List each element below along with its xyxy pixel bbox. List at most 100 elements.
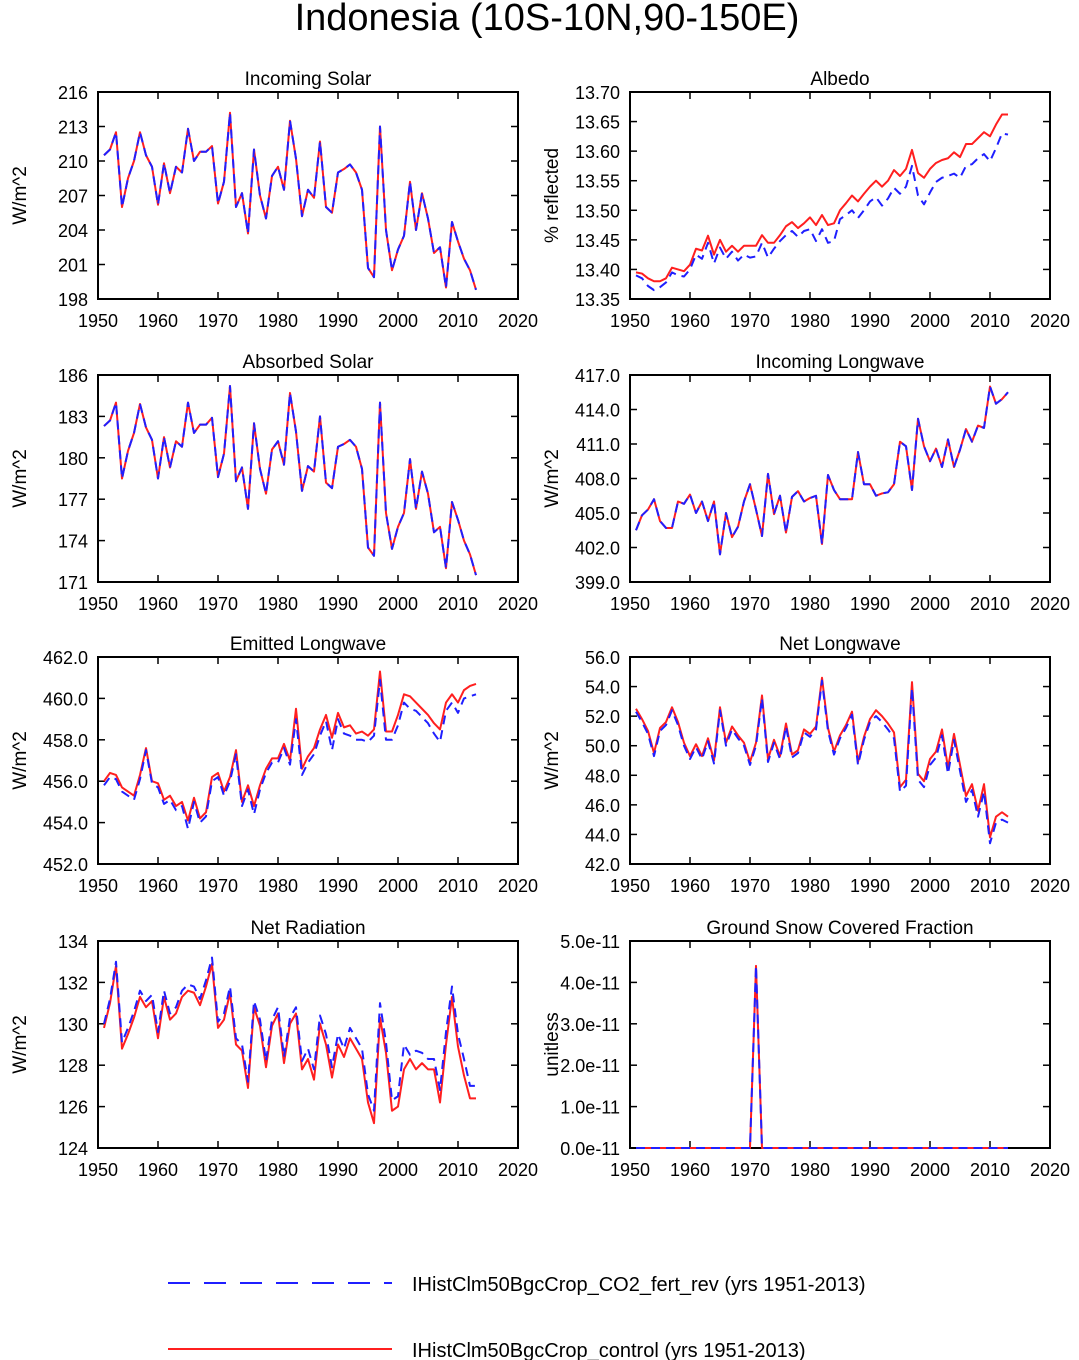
x-tick-label-emitted-longwave-6: 2010 <box>438 876 478 896</box>
panel-title-net-radiation: Net Radiation <box>250 918 365 939</box>
series-line-incoming-longwave-control <box>635 385 1009 556</box>
y-tick-label-incoming-solar-6: 216 <box>58 83 88 103</box>
panel-albedo: Albedo 1950 1960 1970 1980 1990 2000 2010 2020 13… <box>542 69 1070 331</box>
y-axis-label-albedo: % reflected <box>542 148 563 243</box>
x-tick-label-incoming-longwave-3: 1980 <box>790 594 830 614</box>
panel-title-absorbed-solar: Absorbed Solar <box>243 352 375 373</box>
x-tick-label-incoming-longwave-5: 2000 <box>910 594 950 614</box>
x-tick-label-net-longwave-4: 1990 <box>850 876 890 896</box>
series-line-net-radiation-control <box>103 962 476 1125</box>
x-tick-label-net-longwave-5: 2000 <box>910 876 950 896</box>
panel-ground-snow-covered-fraction: Ground Snow Covered Fraction 1950 1960 1970… <box>542 918 1070 1180</box>
y-tick-label-ground-snow-covered-fraction-4: 4.0e-11 <box>560 973 620 993</box>
x-tick-label-albedo-0: 1950 <box>610 311 650 331</box>
series-line-ground-snow-covered-fraction-control <box>636 964 1008 1149</box>
y-axis-label-net-radiation: W/m^2 <box>10 1015 31 1074</box>
x-tick-label-incoming-longwave-2: 1970 <box>730 594 770 614</box>
panel-title-ground-snow-covered-fraction: Ground Snow Covered Fraction <box>706 918 973 939</box>
x-tick-label-absorbed-solar-0: 1950 <box>78 594 118 614</box>
panel-title-albedo: Albedo <box>810 69 869 90</box>
y-tick-label-albedo-7: 13.70 <box>575 83 620 103</box>
x-tick-label-absorbed-solar-6: 2010 <box>438 594 478 614</box>
y-tick-label-emitted-longwave-3: 458.0 <box>43 731 88 751</box>
y-tick-label-albedo-2: 13.45 <box>575 231 620 251</box>
x-tick-label-albedo-3: 1980 <box>790 311 830 331</box>
y-tick-label-ground-snow-covered-fraction-0: 0.0e-11 <box>560 1139 620 1159</box>
y-axis-label-emitted-longwave: W/m^2 <box>10 731 31 790</box>
y-tick-label-incoming-solar-2: 204 <box>58 221 88 241</box>
y-tick-label-absorbed-solar-2: 177 <box>58 490 88 510</box>
x-tick-label-absorbed-solar-4: 1990 <box>318 594 358 614</box>
figure-title: Indonesia (10S-10N,90-150E) <box>295 0 800 39</box>
series-line-absorbed-solar-co2-fert-rev <box>103 385 477 576</box>
x-tick-label-net-longwave-2: 1970 <box>730 876 770 896</box>
plot-frame-albedo <box>629 91 1051 300</box>
y-tick-label-albedo-1: 13.40 <box>575 260 620 280</box>
x-tick-label-absorbed-solar-3: 1980 <box>258 594 298 614</box>
y-tick-label-net-longwave-0: 42.0 <box>585 855 620 875</box>
series-line-ground-snow-covered-fraction-co2-fert-rev <box>636 964 1008 1149</box>
panel-incoming-longwave: Incoming Longwave 1950 1960 1970 1980 1990 200… <box>542 352 1070 614</box>
x-tick-label-ground-snow-covered-fraction-2: 1970 <box>730 1160 770 1180</box>
y-tick-label-albedo-4: 13.55 <box>575 172 620 192</box>
y-tick-label-incoming-longwave-4: 411.0 <box>576 435 620 455</box>
y-tick-label-incoming-solar-5: 213 <box>58 118 88 138</box>
y-tick-label-incoming-longwave-0: 399.0 <box>575 573 620 593</box>
y-tick-label-emitted-longwave-4: 460.0 <box>43 689 88 709</box>
x-tick-label-net-radiation-0: 1950 <box>78 1160 118 1180</box>
y-tick-label-albedo-6: 13.65 <box>575 113 620 133</box>
y-tick-label-net-radiation-2: 128 <box>58 1056 88 1076</box>
y-tick-label-incoming-longwave-1: 402.0 <box>575 539 620 559</box>
plot-frame-net-radiation <box>97 940 519 1149</box>
y-axis-label-absorbed-solar: W/m^2 <box>10 449 31 508</box>
y-tick-label-net-longwave-1: 44.0 <box>585 825 620 845</box>
panel-absorbed-solar: Absorbed Solar 1950 1960 1970 1980 1990 2000 20… <box>10 352 538 614</box>
y-tick-label-incoming-longwave-5: 414.0 <box>575 401 620 421</box>
plot-frame-emitted-longwave <box>97 656 519 865</box>
x-tick-label-net-longwave-6: 2010 <box>970 876 1010 896</box>
panel-title-incoming-solar: Incoming Solar <box>245 69 372 90</box>
legend: IHistClm50BgcCrop_CO2_fert_rev (yrs 1951… <box>168 1274 866 1360</box>
x-tick-label-net-longwave-1: 1960 <box>670 876 710 896</box>
x-tick-label-incoming-longwave-6: 2010 <box>970 594 1010 614</box>
y-tick-label-net-longwave-2: 46.0 <box>585 796 620 816</box>
x-tick-label-net-radiation-3: 1980 <box>258 1160 298 1180</box>
y-tick-label-incoming-longwave-2: 405.0 <box>575 504 620 524</box>
y-tick-label-ground-snow-covered-fraction-5: 5.0e-11 <box>560 932 620 952</box>
x-tick-label-absorbed-solar-1: 1960 <box>138 594 178 614</box>
x-tick-label-albedo-6: 2010 <box>970 311 1010 331</box>
plot-frame-incoming-solar <box>97 91 519 300</box>
x-tick-label-albedo-4: 1990 <box>850 311 890 331</box>
y-tick-label-incoming-solar-4: 210 <box>58 152 88 172</box>
x-tick-label-incoming-longwave-4: 1990 <box>850 594 890 614</box>
x-tick-label-absorbed-solar-5: 2000 <box>378 594 418 614</box>
y-tick-label-net-radiation-1: 126 <box>58 1098 88 1118</box>
y-tick-label-ground-snow-covered-fraction-1: 1.0e-11 <box>560 1098 620 1118</box>
panel-net-longwave: Net Longwave 1950 1960 1970 1980 1990 2000 2010… <box>542 634 1070 896</box>
x-tick-label-emitted-longwave-3: 1980 <box>258 876 298 896</box>
y-axis-label-incoming-longwave: W/m^2 <box>542 449 563 508</box>
y-tick-label-emitted-longwave-2: 456.0 <box>43 772 88 792</box>
y-tick-label-incoming-solar-0: 198 <box>58 290 88 310</box>
x-tick-label-incoming-solar-4: 1990 <box>318 311 358 331</box>
series-line-albedo-control <box>635 113 1008 283</box>
x-tick-label-incoming-solar-2: 1970 <box>198 311 238 331</box>
panel-net-radiation: Net Radiation 1950 1960 1970 1980 1990 2000 201… <box>10 918 538 1180</box>
series-line-emitted-longwave-co2-fert-rev <box>103 678 477 830</box>
y-tick-label-incoming-solar-3: 207 <box>58 187 88 207</box>
y-tick-label-incoming-solar-1: 201 <box>58 256 88 276</box>
series-line-net-longwave-co2-fert-rev <box>635 679 1009 845</box>
y-tick-label-net-longwave-7: 56.0 <box>585 648 620 668</box>
x-tick-label-albedo-2: 1970 <box>730 311 770 331</box>
y-tick-label-albedo-0: 13.35 <box>575 290 620 310</box>
y-tick-label-absorbed-solar-3: 180 <box>58 449 88 469</box>
x-tick-label-incoming-longwave-1: 1960 <box>670 594 710 614</box>
x-tick-label-incoming-solar-1: 1960 <box>138 311 178 331</box>
y-tick-label-emitted-longwave-0: 452.0 <box>43 855 88 875</box>
x-tick-label-albedo-5: 2000 <box>910 311 950 331</box>
x-tick-label-incoming-longwave-7: 2020 <box>1030 594 1070 614</box>
x-tick-label-emitted-longwave-2: 1970 <box>198 876 238 896</box>
y-tick-label-absorbed-solar-5: 186 <box>58 366 88 386</box>
x-tick-label-net-radiation-5: 2000 <box>378 1160 418 1180</box>
